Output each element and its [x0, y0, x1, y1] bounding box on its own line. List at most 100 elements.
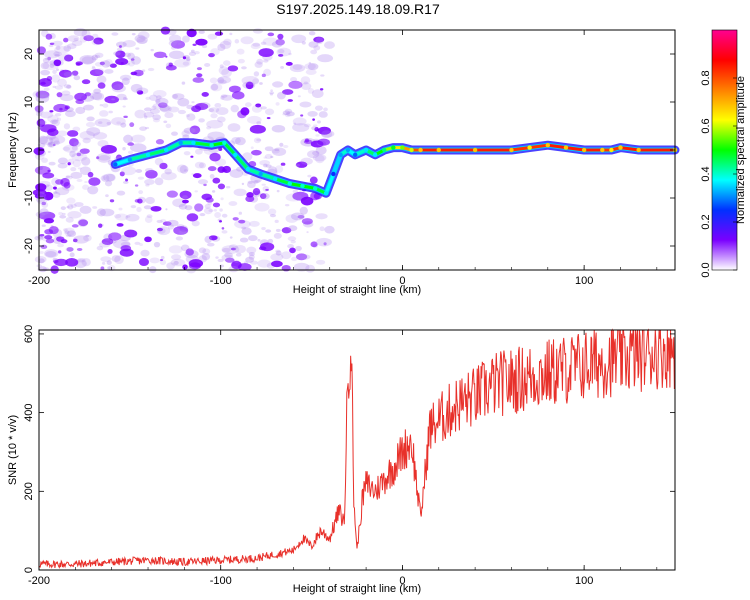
noise-speckle [66, 84, 72, 89]
noise-speckle [207, 166, 217, 172]
noise-speckle [55, 187, 70, 196]
noise-speckle [202, 248, 211, 255]
noise-speckle [299, 101, 312, 108]
noise-speckle [201, 44, 208, 49]
noise-speckle [228, 244, 239, 250]
snr-panel: -200 -100 0 100 0 200 400 600 Height of straig… [7, 325, 676, 595]
noise-speckle [63, 71, 74, 78]
snr-frame [38, 329, 676, 571]
noise-speckle [178, 230, 187, 235]
noise-speckle [269, 92, 274, 96]
noise-speckle [234, 259, 240, 263]
noise-speckle [316, 237, 332, 247]
noise-speckle [48, 161, 56, 166]
noise-speckle [134, 109, 146, 119]
noise-speckle [123, 96, 127, 101]
noise-speckle [67, 162, 71, 166]
noise-speckle [220, 197, 224, 201]
noise-speckle [165, 55, 168, 58]
noise-speckle [65, 216, 74, 223]
noise-speckle [246, 246, 257, 254]
noise-speckle [99, 103, 103, 107]
noise-speckle [38, 135, 48, 145]
noise-speckle [54, 45, 70, 54]
noise-speckle [72, 126, 81, 132]
noise-speckle [188, 51, 197, 57]
noise-speckle [53, 186, 57, 190]
noise-speckle [144, 215, 153, 224]
noise-speckle [264, 146, 274, 152]
noise-speckle [137, 31, 150, 40]
noise-speckle [218, 220, 222, 223]
noise-speckle [259, 82, 263, 85]
noise-speckle [83, 35, 94, 42]
noise-speckle [301, 218, 313, 225]
noise-speckle [317, 126, 331, 135]
noise-speckle [236, 166, 243, 172]
noise-speckle [66, 197, 76, 204]
noise-speckle [38, 136, 54, 145]
noise-speckle [186, 213, 199, 222]
noise-speckle [232, 217, 239, 221]
noise-speckle [86, 127, 101, 136]
noise-speckle [203, 207, 213, 215]
noise-speckle [129, 122, 135, 128]
noise-speckle [208, 235, 218, 241]
noise-speckle [246, 192, 254, 198]
noise-speckle [217, 79, 227, 85]
noise-speckle [245, 81, 254, 90]
noise-speckle [207, 33, 218, 40]
noise-speckle [275, 38, 285, 46]
noise-speckle [34, 165, 51, 175]
signal-segment [273, 177, 292, 186]
noise-speckle [217, 43, 226, 52]
spectrogram-y-tick-label: 20 [23, 48, 35, 60]
noise-speckle [114, 255, 124, 264]
noise-speckle [138, 190, 144, 195]
noise-speckle [131, 134, 146, 143]
noise-speckle [308, 61, 312, 65]
noise-speckle [277, 48, 285, 54]
noise-speckle [39, 250, 44, 254]
noise-speckle [295, 245, 302, 252]
noise-speckle [35, 211, 46, 218]
noise-speckle [119, 74, 132, 81]
noise-speckle [305, 69, 317, 76]
noise-speckle [94, 118, 112, 127]
signal-segment [146, 148, 168, 157]
noise-speckle [96, 75, 107, 84]
noise-speckle [221, 213, 228, 218]
noise-speckle [300, 76, 311, 85]
noise-speckle [115, 58, 129, 66]
noise-speckle [64, 105, 70, 110]
noise-speckle [39, 265, 47, 273]
signal-point [636, 147, 641, 153]
noise-speckle [198, 247, 207, 254]
noise-speckle [201, 91, 209, 97]
noise-speckle [105, 173, 116, 182]
signal-point [323, 191, 329, 196]
noise-speckle [307, 88, 315, 94]
snr-y-ticks: 0 200 400 600 [23, 325, 675, 573]
noise-speckle [229, 236, 233, 239]
noise-speckle [59, 69, 72, 78]
noise-speckle [219, 264, 225, 268]
noise-speckle [217, 116, 226, 123]
noise-speckle [67, 210, 82, 219]
noise-speckle [282, 110, 291, 115]
noise-speckle [153, 51, 167, 59]
noise-speckle [53, 140, 60, 146]
noise-speckle [291, 34, 307, 44]
noise-speckle [288, 80, 303, 89]
noise-speckle [218, 66, 230, 75]
noise-speckle [311, 89, 324, 99]
signal-point [164, 147, 169, 153]
noise-speckle [198, 30, 205, 34]
noise-speckle [85, 234, 90, 238]
noise-speckle [292, 123, 310, 132]
noise-speckle [98, 241, 111, 248]
noise-speckle [275, 102, 280, 106]
noise-speckle [271, 124, 286, 133]
noise-speckle [155, 98, 161, 103]
noise-speckle [246, 115, 262, 124]
